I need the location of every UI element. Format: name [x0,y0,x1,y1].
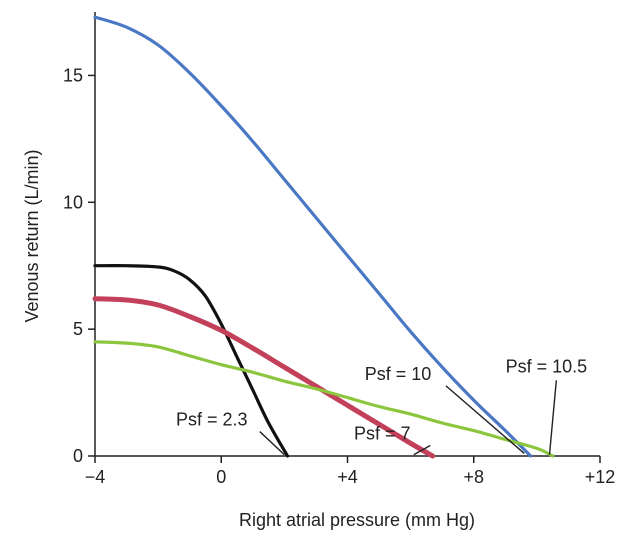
x-tick-label: −4 [85,467,106,487]
psf-2-3-curve [93,264,290,458]
y-axis-title: Venous return (L/min) [22,149,42,322]
psf-7-curve [92,296,436,459]
annotation-leader-line [413,444,431,456]
psf-2-3-label: Psf = 2.3 [176,410,248,430]
psf-10-5-label: Psf = 10.5 [506,356,588,376]
x-tick-label: 0 [216,467,226,487]
y-tick-label: 5 [73,319,83,339]
x-tick-label: +8 [463,467,484,487]
y-tick-label: 15 [63,65,83,85]
annotation-layer: Psf = 2.3 Psf = 7 Psf = 10 Psf = 10.5 [176,356,588,456]
annotation-leader-line [445,385,525,454]
series-layer [92,15,555,459]
annotation-leader-line [259,431,285,456]
y-tick-label: 10 [63,192,83,212]
x-axis-title: Right atrial pressure (mm Hg) [239,510,475,530]
y-tick-label: 0 [73,446,83,466]
psf-10-curve [93,340,555,458]
psf-10-5-curve [93,15,533,458]
x-tick-label: +12 [585,467,616,487]
annotation-leader-line [548,380,558,455]
x-tick-label: +4 [337,467,358,487]
psf-7-label: Psf = 7 [354,424,411,444]
psf-10-label: Psf = 10 [365,364,432,384]
